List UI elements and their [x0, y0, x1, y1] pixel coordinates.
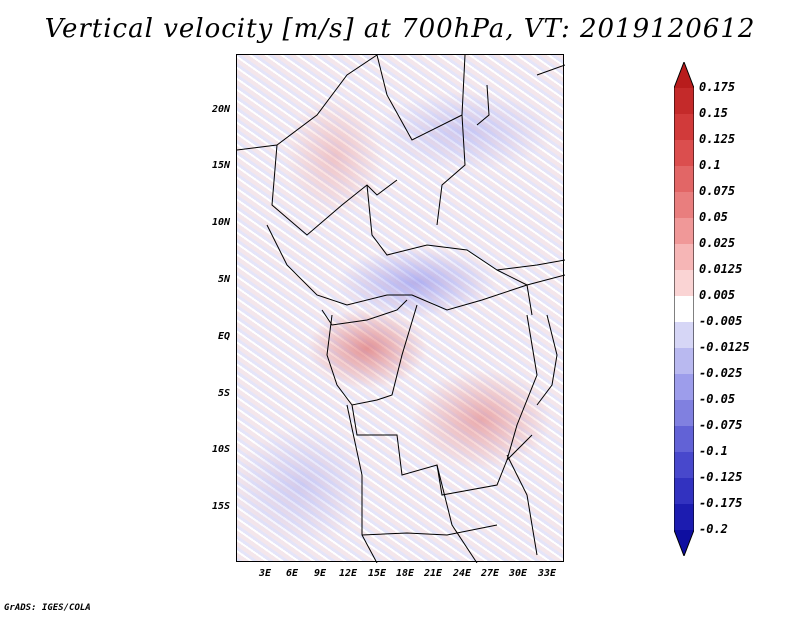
- border-line: [237, 55, 378, 151]
- colorbar-label: -0.025: [699, 366, 743, 380]
- border-line: [506, 314, 538, 461]
- colorbar-segment: [674, 114, 694, 141]
- lat-label-15n: 15N: [211, 160, 230, 171]
- border-line: [361, 524, 498, 536]
- map-panel: [236, 54, 565, 563]
- colorbar-label: 0.125: [699, 132, 736, 146]
- lat-label-15s: 15S: [211, 501, 230, 512]
- colorbar-segment: [674, 62, 694, 88]
- lon-label-9e: 9E: [313, 568, 327, 579]
- colorbar-segment: [674, 504, 694, 531]
- border-line: [326, 304, 418, 406]
- lon-label-3e: 3E: [258, 568, 272, 579]
- colorbar-segment: [674, 426, 694, 453]
- colorbar-label: 0.175: [699, 80, 736, 94]
- colorbar-segment: [674, 322, 694, 349]
- colorbar-label: 0.025: [699, 236, 736, 250]
- colorbar-label: -0.0125: [699, 340, 750, 354]
- colorbar-segment: [674, 478, 694, 505]
- colorbar-label: 0.005: [699, 288, 736, 302]
- colorbar-segment: [674, 348, 694, 375]
- border-line: [351, 404, 533, 496]
- border-line: [271, 144, 398, 236]
- border-line: [436, 114, 466, 226]
- lat-label-eq: EQ: [217, 331, 230, 342]
- colorbar-label: -0.1: [699, 444, 728, 458]
- colorbar-label: 0.075: [699, 184, 736, 198]
- lon-label-6e: 6E: [285, 568, 299, 579]
- colorbar-label: -0.075: [699, 418, 743, 432]
- colorbar-segment: [674, 88, 694, 115]
- colorbar-label: 0.05: [699, 210, 728, 224]
- colorbar-label: 0.0125: [699, 262, 743, 276]
- colorbar-segment: [674, 530, 694, 556]
- colorbar: [674, 62, 694, 556]
- lat-label-10n: 10N: [211, 217, 230, 228]
- lat-label-5s: 5S: [217, 388, 230, 399]
- colorbar-label: -0.175: [699, 496, 743, 510]
- lon-label-33e: 33E: [537, 568, 557, 579]
- colorbar-label: -0.05: [699, 392, 736, 406]
- border-line: [536, 314, 558, 406]
- border-line: [506, 454, 538, 556]
- lon-label-12e: 12E: [338, 568, 358, 579]
- lon-label-21e: 21E: [423, 568, 443, 579]
- colorbar-segment: [674, 374, 694, 401]
- border-line: [346, 404, 378, 563]
- lat-label-5n: 5N: [217, 274, 230, 285]
- colorbar-label: 0.1: [699, 158, 721, 172]
- colorbar-segment: [674, 452, 694, 479]
- lon-label-30e: 30E: [508, 568, 528, 579]
- colorbar-segment: [674, 296, 694, 323]
- colorbar-segment: [674, 218, 694, 245]
- colorbar-label: -0.125: [699, 470, 743, 484]
- border-line: [266, 224, 565, 311]
- border-line: [436, 464, 478, 563]
- border-line: [476, 84, 490, 126]
- country-borders: [237, 55, 565, 563]
- colorbar-label: -0.005: [699, 314, 743, 328]
- lat-label-20n: 20N: [211, 104, 230, 115]
- colorbar-label: -0.2: [699, 522, 728, 536]
- colorbar-segment: [674, 400, 694, 427]
- colorbar-segment: [674, 244, 694, 271]
- border-line: [321, 299, 408, 326]
- colorbar-segment: [674, 270, 694, 297]
- colorbar-label: 0.15: [699, 106, 728, 120]
- chart-title: Vertical velocity [m/s] at 700hPa, VT: 2…: [44, 14, 756, 44]
- border-line: [536, 64, 565, 76]
- lat-label-10s: 10S: [211, 444, 230, 455]
- border-line: [376, 55, 466, 141]
- colorbar-segment: [674, 140, 694, 167]
- border-line: [496, 269, 533, 316]
- colorbar-segment: [674, 166, 694, 193]
- border-line: [366, 184, 565, 271]
- lon-label-18e: 18E: [395, 568, 415, 579]
- lon-label-24e: 24E: [452, 568, 472, 579]
- lon-label-15e: 15E: [367, 568, 387, 579]
- colorbar-segment: [674, 192, 694, 219]
- footer-credit: GrADS: IGES/COLA: [4, 603, 91, 613]
- lon-label-27e: 27E: [480, 568, 500, 579]
